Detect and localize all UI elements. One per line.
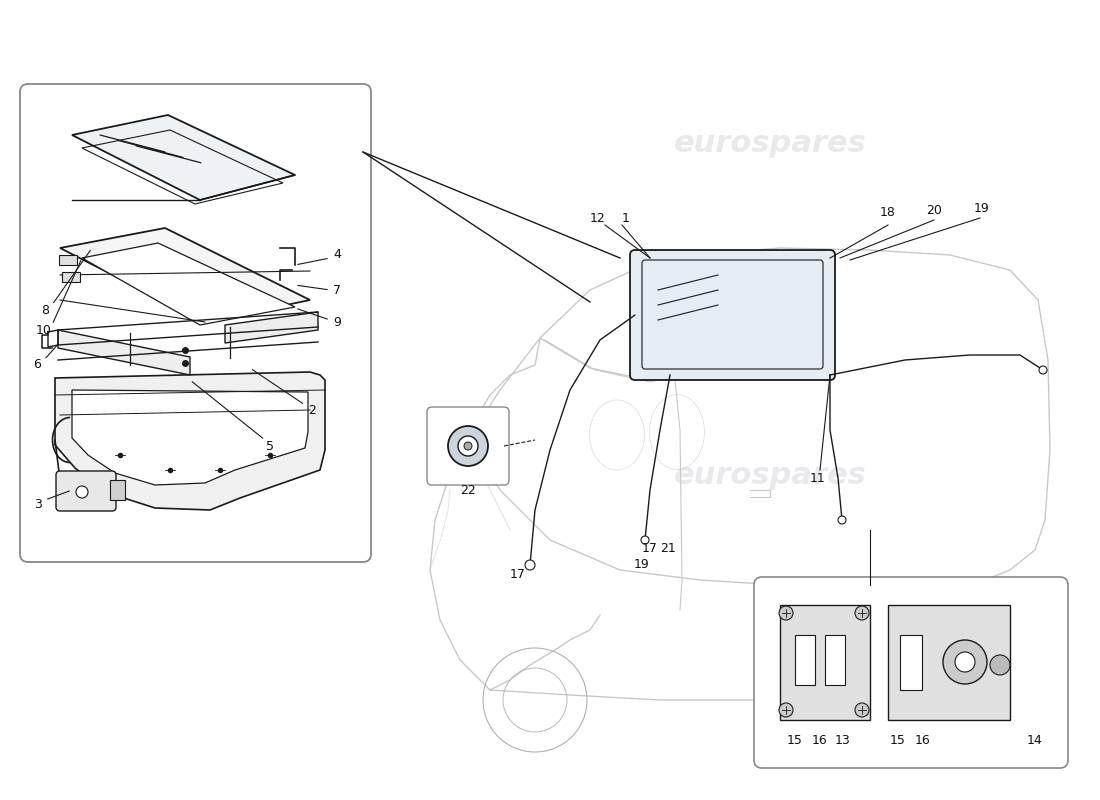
Bar	[795, 635, 815, 685]
FancyBboxPatch shape	[754, 577, 1068, 768]
Circle shape	[943, 640, 987, 684]
Text: 16: 16	[915, 734, 931, 746]
Text: eurospares: eurospares	[96, 462, 289, 490]
Text: 8: 8	[41, 303, 50, 317]
Circle shape	[855, 606, 869, 620]
Text: 14: 14	[1027, 734, 1043, 746]
Circle shape	[779, 703, 793, 717]
FancyBboxPatch shape	[427, 407, 509, 485]
Polygon shape	[60, 228, 310, 322]
Polygon shape	[55, 372, 324, 510]
Bar	[825, 635, 845, 685]
Text: 3: 3	[34, 498, 42, 511]
Text: 20: 20	[926, 203, 942, 217]
Text: 4: 4	[333, 249, 341, 262]
Polygon shape	[58, 330, 190, 375]
Text: 22: 22	[460, 483, 476, 497]
Text: 17: 17	[510, 569, 526, 582]
Circle shape	[955, 652, 975, 672]
Polygon shape	[226, 312, 318, 343]
FancyBboxPatch shape	[20, 84, 371, 562]
Polygon shape	[82, 243, 295, 325]
Text: 11: 11	[810, 471, 826, 485]
Text: 18: 18	[880, 206, 895, 219]
Text: 6: 6	[33, 358, 41, 371]
Circle shape	[779, 606, 793, 620]
Bar	[59, 255, 77, 265]
Circle shape	[641, 536, 649, 544]
Bar	[110, 480, 125, 500]
Text: 16: 16	[812, 734, 828, 746]
Text: eurospares: eurospares	[96, 130, 289, 158]
FancyBboxPatch shape	[630, 250, 835, 380]
Text: eurospares: eurospares	[673, 130, 867, 158]
Bar	[900, 635, 922, 690]
Text: 7: 7	[333, 283, 341, 297]
Circle shape	[838, 516, 846, 524]
Circle shape	[855, 703, 869, 717]
Text: 15: 15	[890, 734, 906, 746]
Circle shape	[990, 655, 1010, 675]
Polygon shape	[888, 605, 1010, 720]
Text: 10: 10	[36, 323, 52, 337]
Text: 19: 19	[634, 558, 650, 571]
Circle shape	[458, 436, 478, 456]
Circle shape	[464, 442, 472, 450]
Text: 5: 5	[266, 441, 274, 454]
Polygon shape	[72, 115, 295, 200]
Text: 1: 1	[623, 211, 630, 225]
Bar	[62, 272, 80, 282]
Text: eurospares: eurospares	[673, 462, 867, 490]
Circle shape	[525, 560, 535, 570]
Circle shape	[1040, 366, 1047, 374]
Text: 2: 2	[308, 403, 316, 417]
Text: 21: 21	[660, 542, 675, 554]
Circle shape	[76, 486, 88, 498]
Text: 19: 19	[975, 202, 990, 214]
Polygon shape	[72, 390, 308, 485]
Text: 9: 9	[333, 317, 341, 330]
Text: 15: 15	[788, 734, 803, 746]
Text: 13: 13	[835, 734, 851, 746]
Text: 17: 17	[642, 542, 658, 554]
Circle shape	[448, 426, 488, 466]
FancyBboxPatch shape	[56, 471, 116, 511]
Polygon shape	[780, 605, 870, 720]
Text: 12: 12	[590, 211, 606, 225]
